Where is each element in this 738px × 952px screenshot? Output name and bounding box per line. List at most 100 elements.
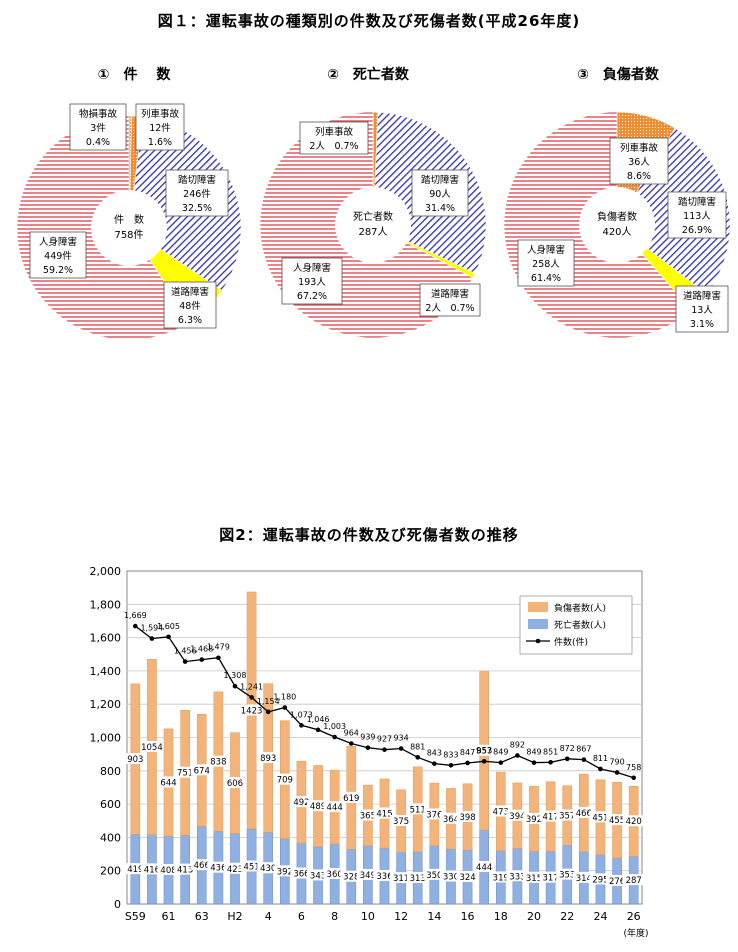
injuries-label-bg-18 xyxy=(423,808,446,820)
x-tick-label-10: 6 xyxy=(298,910,305,923)
deaths-label-bg-17 xyxy=(406,871,429,883)
cases-point-27 xyxy=(581,757,587,762)
injuries-data-label-2: 644 xyxy=(160,778,176,788)
injuries-label-bg-25 xyxy=(539,810,562,822)
x-tick-label-18: 14 xyxy=(427,910,441,923)
injuries-label-bg-4 xyxy=(190,764,213,776)
injuries-data-label-12: 444 xyxy=(327,803,343,813)
injuries-data-label-1: 1054 xyxy=(141,743,163,753)
cases-point-22 xyxy=(498,760,504,765)
x-axis-unit: (年度) xyxy=(623,927,648,939)
cases-point-8 xyxy=(265,709,271,715)
pie3-label-box-3 xyxy=(517,239,575,287)
pie2-label-text-0-0: 列車事故 xyxy=(315,126,354,138)
pie1-center-hole xyxy=(91,190,167,266)
injuries-label-bg-30 xyxy=(622,815,645,827)
injuries-data-label-13: 619 xyxy=(343,794,359,804)
injuries-label-bg-11 xyxy=(307,800,330,812)
cases-point-17 xyxy=(415,755,421,760)
injuries-label-bg-14 xyxy=(356,809,379,821)
cases-point-26 xyxy=(564,756,570,762)
injuries-label-bg-28 xyxy=(589,811,612,823)
injuries-data-label-30: 420 xyxy=(626,817,642,827)
deaths-label-bg-30 xyxy=(622,874,645,886)
deaths-label-bg-11 xyxy=(307,869,330,881)
x-tick-label-22: 18 xyxy=(494,910,508,923)
deaths-data-label-6: 423 xyxy=(227,865,243,875)
deaths-label-bg-20 xyxy=(456,871,479,883)
deaths-label-bg-25 xyxy=(539,871,562,883)
injuries-label-bg-6 xyxy=(223,777,246,789)
cases-point-14 xyxy=(365,745,371,750)
injuries-data-label-11: 489 xyxy=(310,802,326,812)
deaths-data-label-9: 392 xyxy=(277,867,293,877)
pie3-label-text-3-1: 258人 xyxy=(532,259,560,270)
deaths-label-bg-7 xyxy=(240,860,263,872)
cases-point-29 xyxy=(614,770,620,775)
trend-chart: 0 200 400 600 800 1,000 1,200 1,400 1,600 1,800 2,… xyxy=(90,565,649,939)
cases-point-4 xyxy=(199,657,205,662)
pie3-label-box-0 xyxy=(609,137,669,185)
cases-point-10 xyxy=(299,723,304,728)
deaths-label-bg-8 xyxy=(257,862,280,874)
injuries-label-bg-3 xyxy=(174,766,197,778)
pie2-label-text-3-1: 193人 xyxy=(298,277,326,288)
deaths-data-label-3: 413 xyxy=(177,866,193,876)
injuries-data-label-10: 492 xyxy=(293,798,309,808)
pie3-center-text-1: 420人 xyxy=(602,226,631,238)
deaths-label-bg-0 xyxy=(124,863,147,875)
injuries-data-label-6: 606 xyxy=(227,779,243,789)
cases-point-25 xyxy=(548,760,553,765)
deaths-data-label-7: 451 xyxy=(243,862,259,872)
cases-point-30 xyxy=(631,775,636,781)
injuries-label-bg-24 xyxy=(523,812,546,824)
deaths-label-bg-22 xyxy=(489,871,512,883)
pie2-label-box-1 xyxy=(411,169,469,217)
injuries-label-bg-17 xyxy=(406,803,429,815)
pie3-label-text-0-1: 36人 xyxy=(628,157,650,168)
pie1-label-text-2-2: 32.5% xyxy=(182,203,212,214)
cases-point-9 xyxy=(282,705,288,710)
y-tick-label-3: 600 xyxy=(100,798,121,811)
injuries-label-bg-13 xyxy=(340,791,363,803)
cases-data-label-27: 867 xyxy=(576,745,591,754)
legend-marker-cases xyxy=(535,638,541,644)
deaths-label-bg-10 xyxy=(290,867,313,879)
injuries-data-label-25: 417 xyxy=(543,813,559,823)
deaths-data-label-21: 444 xyxy=(476,863,492,873)
deaths-data-label-4: 466 xyxy=(194,861,210,871)
cases-point-6 xyxy=(232,683,238,689)
pie2-label-text-3-2: 67.2% xyxy=(297,291,327,302)
cases-data-label-11: 1,046 xyxy=(307,715,330,724)
cases-point-12 xyxy=(332,734,337,740)
cases-data-label-29: 790 xyxy=(609,757,624,766)
x-tick-label-2: 61 xyxy=(162,910,176,923)
deaths-data-label-17: 313 xyxy=(410,874,426,884)
cases-data-label-20: 847 xyxy=(460,748,475,757)
cases-data-label-7: 1,241 xyxy=(240,682,263,691)
cases-data-label-2: 1,605 xyxy=(157,622,180,631)
cases-data-label-5: 1,479 xyxy=(207,643,230,652)
cases-data-label-13: 964 xyxy=(344,728,359,737)
pie3-label-text-1-0: 踏切障害 xyxy=(678,196,716,208)
cases-data-label-1: 1,594 xyxy=(140,624,163,633)
pie1-label-box-2 xyxy=(165,169,229,217)
pie1-label-box-4 xyxy=(29,231,87,279)
cases-data-label-25: 851 xyxy=(543,747,558,756)
injuries-data-label-9: 709 xyxy=(277,776,293,786)
y-tick-label-0: 0 xyxy=(114,898,121,911)
cases-data-label-10: 1,073 xyxy=(290,710,313,719)
cases-point-18 xyxy=(432,761,437,766)
pie1-label-box-0 xyxy=(69,103,127,151)
y-tick-label-6: 1,200 xyxy=(90,698,122,711)
pie3-label-text-2-2: 3.1% xyxy=(690,319,714,330)
deaths-label-bg-4 xyxy=(190,859,213,871)
injuries-data-label-22: 473 xyxy=(493,808,509,818)
cases-point-13 xyxy=(348,741,354,746)
cases-point-15 xyxy=(382,747,387,752)
deaths-label-bg-18 xyxy=(423,868,446,880)
injuries-label-bg-10 xyxy=(290,796,313,808)
injuries-data-label-27: 466 xyxy=(576,809,592,819)
cases-data-label-12: 1,003 xyxy=(323,722,346,731)
pie1-label-text-3-2: 6.3% xyxy=(178,315,202,326)
